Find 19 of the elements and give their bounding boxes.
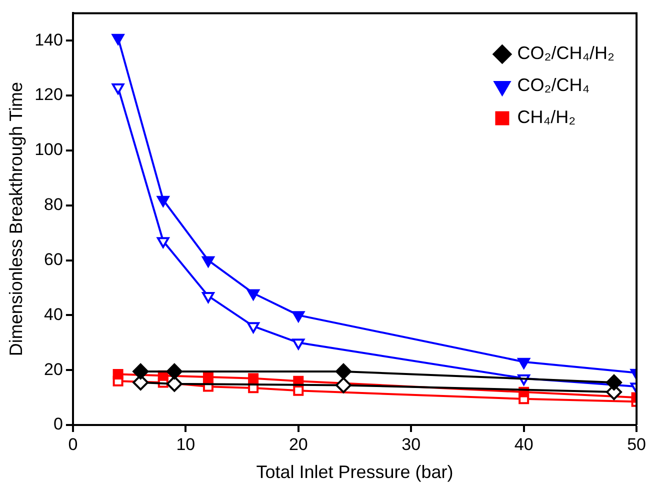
y-tick-label: 100: [34, 140, 63, 160]
legend-label: CH₄/H₂: [517, 107, 576, 128]
x-tick-label: 30: [402, 434, 421, 454]
y-tick-label: 20: [44, 360, 63, 379]
x-axis-title: Total Inlet Pressure (bar): [256, 462, 454, 482]
y-tick-label: 0: [53, 414, 63, 434]
y-tick-label: 40: [44, 304, 63, 324]
legend-label: CO₂/CH₄: [517, 75, 590, 96]
legend-label: CO₂/CH₄/H₂: [517, 43, 615, 64]
x-tick-label: 50: [627, 434, 646, 454]
x-tick-label: 0: [68, 434, 78, 454]
y-tick-label: 80: [44, 195, 63, 214]
x-tick-label: 20: [288, 434, 308, 454]
y-tick-label: 120: [34, 85, 63, 104]
x-tick-label: 10: [176, 434, 196, 454]
x-tick-label: 40: [514, 434, 534, 454]
y-tick-label: 140: [34, 30, 63, 50]
y-axis-title: Dimensionless Breakthrough Time: [6, 82, 26, 356]
y-tick-label: 60: [44, 250, 63, 269]
